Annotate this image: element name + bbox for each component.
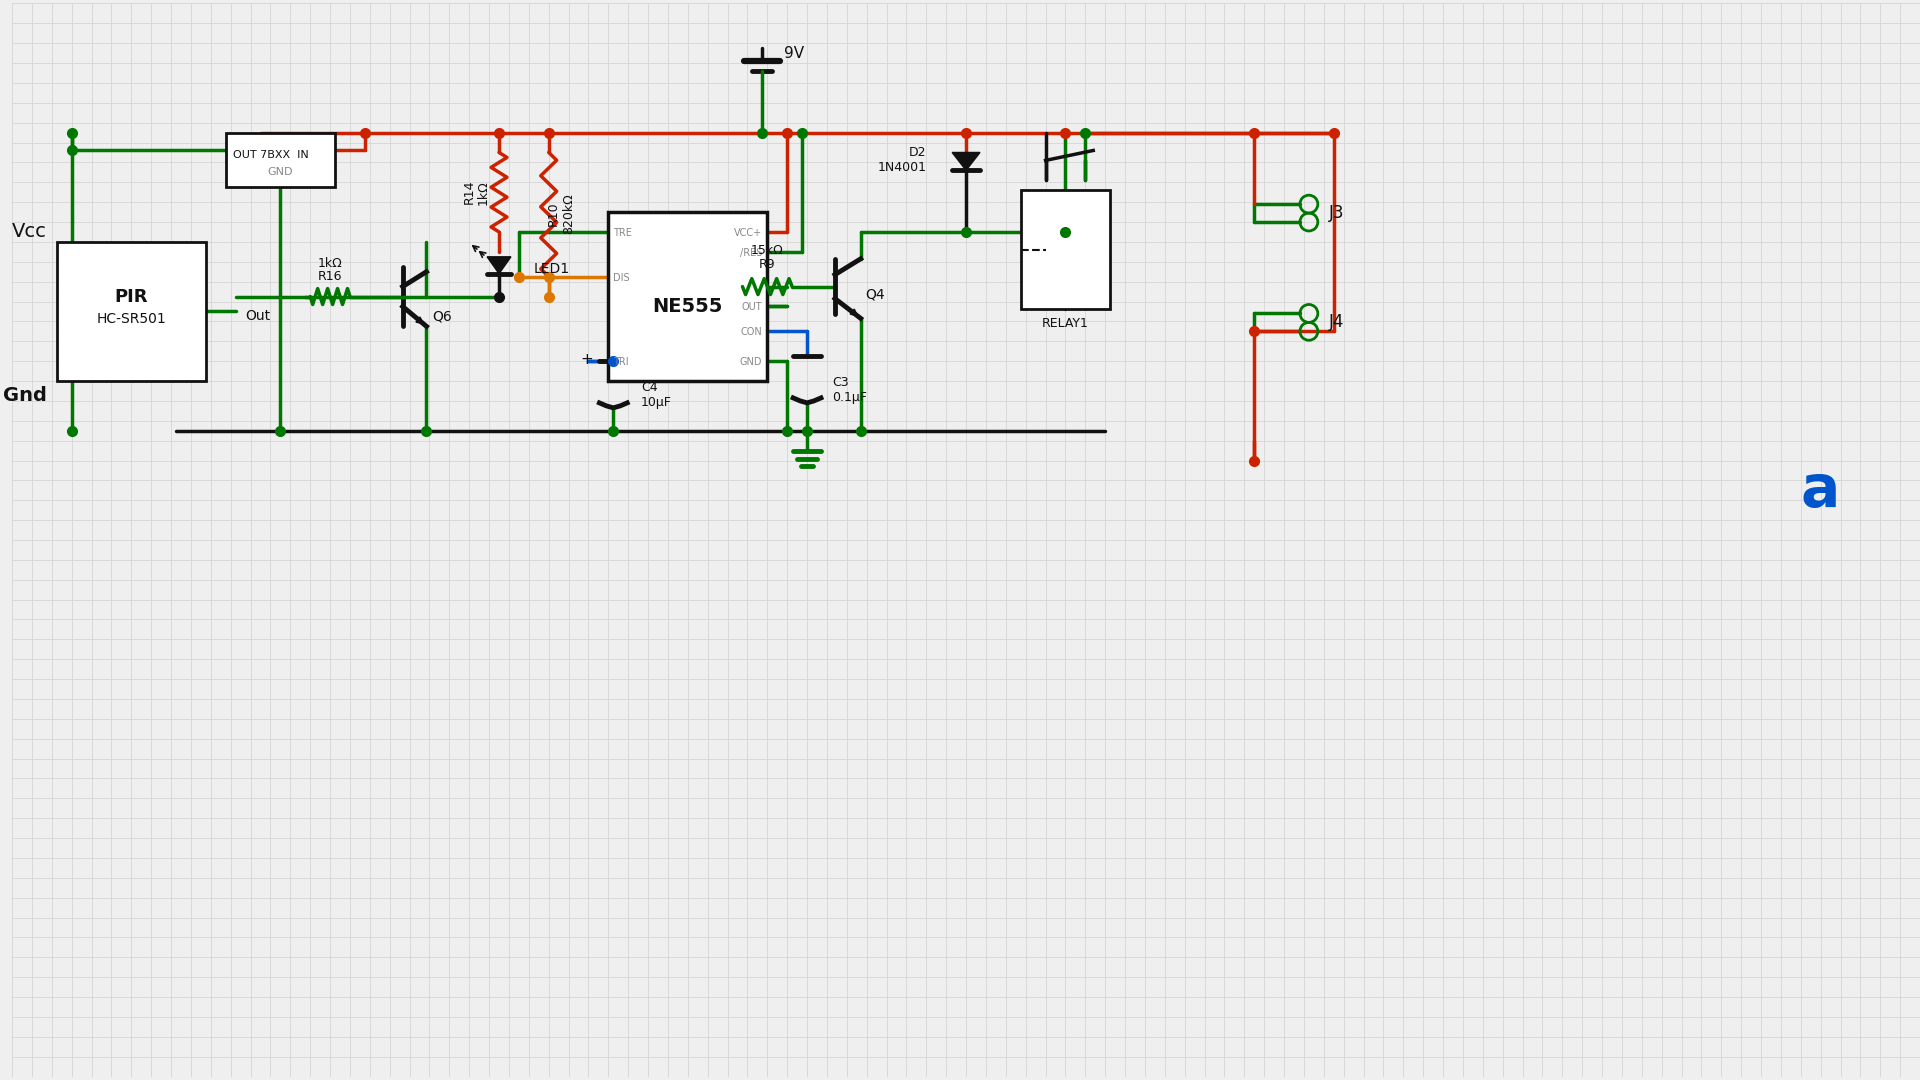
Text: +: + [580, 352, 593, 366]
Text: R9: R9 [758, 258, 776, 271]
Text: Q4: Q4 [864, 287, 885, 301]
Text: TRE: TRE [612, 228, 632, 238]
Text: LED1: LED1 [534, 261, 570, 275]
Text: TRI: TRI [612, 357, 630, 367]
Text: GND: GND [267, 167, 294, 177]
Text: CON: CON [741, 327, 762, 337]
Text: J3: J3 [1329, 204, 1344, 222]
Text: a: a [1801, 462, 1839, 518]
Text: 1N4001: 1N4001 [877, 161, 925, 174]
Text: /RES: /RES [739, 247, 762, 258]
Text: 9V: 9V [783, 45, 804, 60]
Text: PIR: PIR [115, 287, 148, 306]
Polygon shape [488, 257, 511, 273]
Text: 1kΩ: 1kΩ [317, 257, 342, 270]
Text: 0.1μF: 0.1μF [831, 391, 866, 404]
Text: 1kΩ: 1kΩ [476, 180, 490, 204]
Bar [1021, 190, 1110, 310]
Text: GND: GND [739, 357, 762, 367]
Text: 10μF: 10μF [641, 396, 672, 409]
Text: J4: J4 [1329, 313, 1344, 332]
Text: DIS: DIS [612, 272, 630, 283]
Text: Out: Out [246, 310, 271, 323]
Text: NE555: NE555 [653, 297, 724, 316]
Text: 15kΩ: 15kΩ [751, 244, 783, 257]
Bar [609, 212, 768, 381]
Bar [58, 242, 205, 381]
Bar [227, 133, 336, 187]
Text: HC-SR501: HC-SR501 [96, 312, 167, 326]
Text: RELAY1: RELAY1 [1043, 316, 1089, 329]
Text: C3: C3 [831, 377, 849, 390]
Text: OUT: OUT [741, 302, 762, 312]
Text: R10: R10 [547, 202, 561, 227]
Polygon shape [952, 152, 979, 171]
Text: Q6: Q6 [432, 310, 453, 323]
Text: Vcc: Vcc [12, 222, 46, 242]
Text: VCC+: VCC+ [733, 228, 762, 238]
Text: R14: R14 [463, 180, 476, 204]
Text: Gnd: Gnd [4, 387, 46, 405]
Text: 820kΩ: 820kΩ [563, 193, 576, 234]
Text: D2: D2 [908, 146, 925, 159]
Text: R16: R16 [319, 270, 342, 283]
Text: C4: C4 [641, 381, 659, 394]
Text: OUT 7BXX  IN: OUT 7BXX IN [232, 150, 309, 161]
